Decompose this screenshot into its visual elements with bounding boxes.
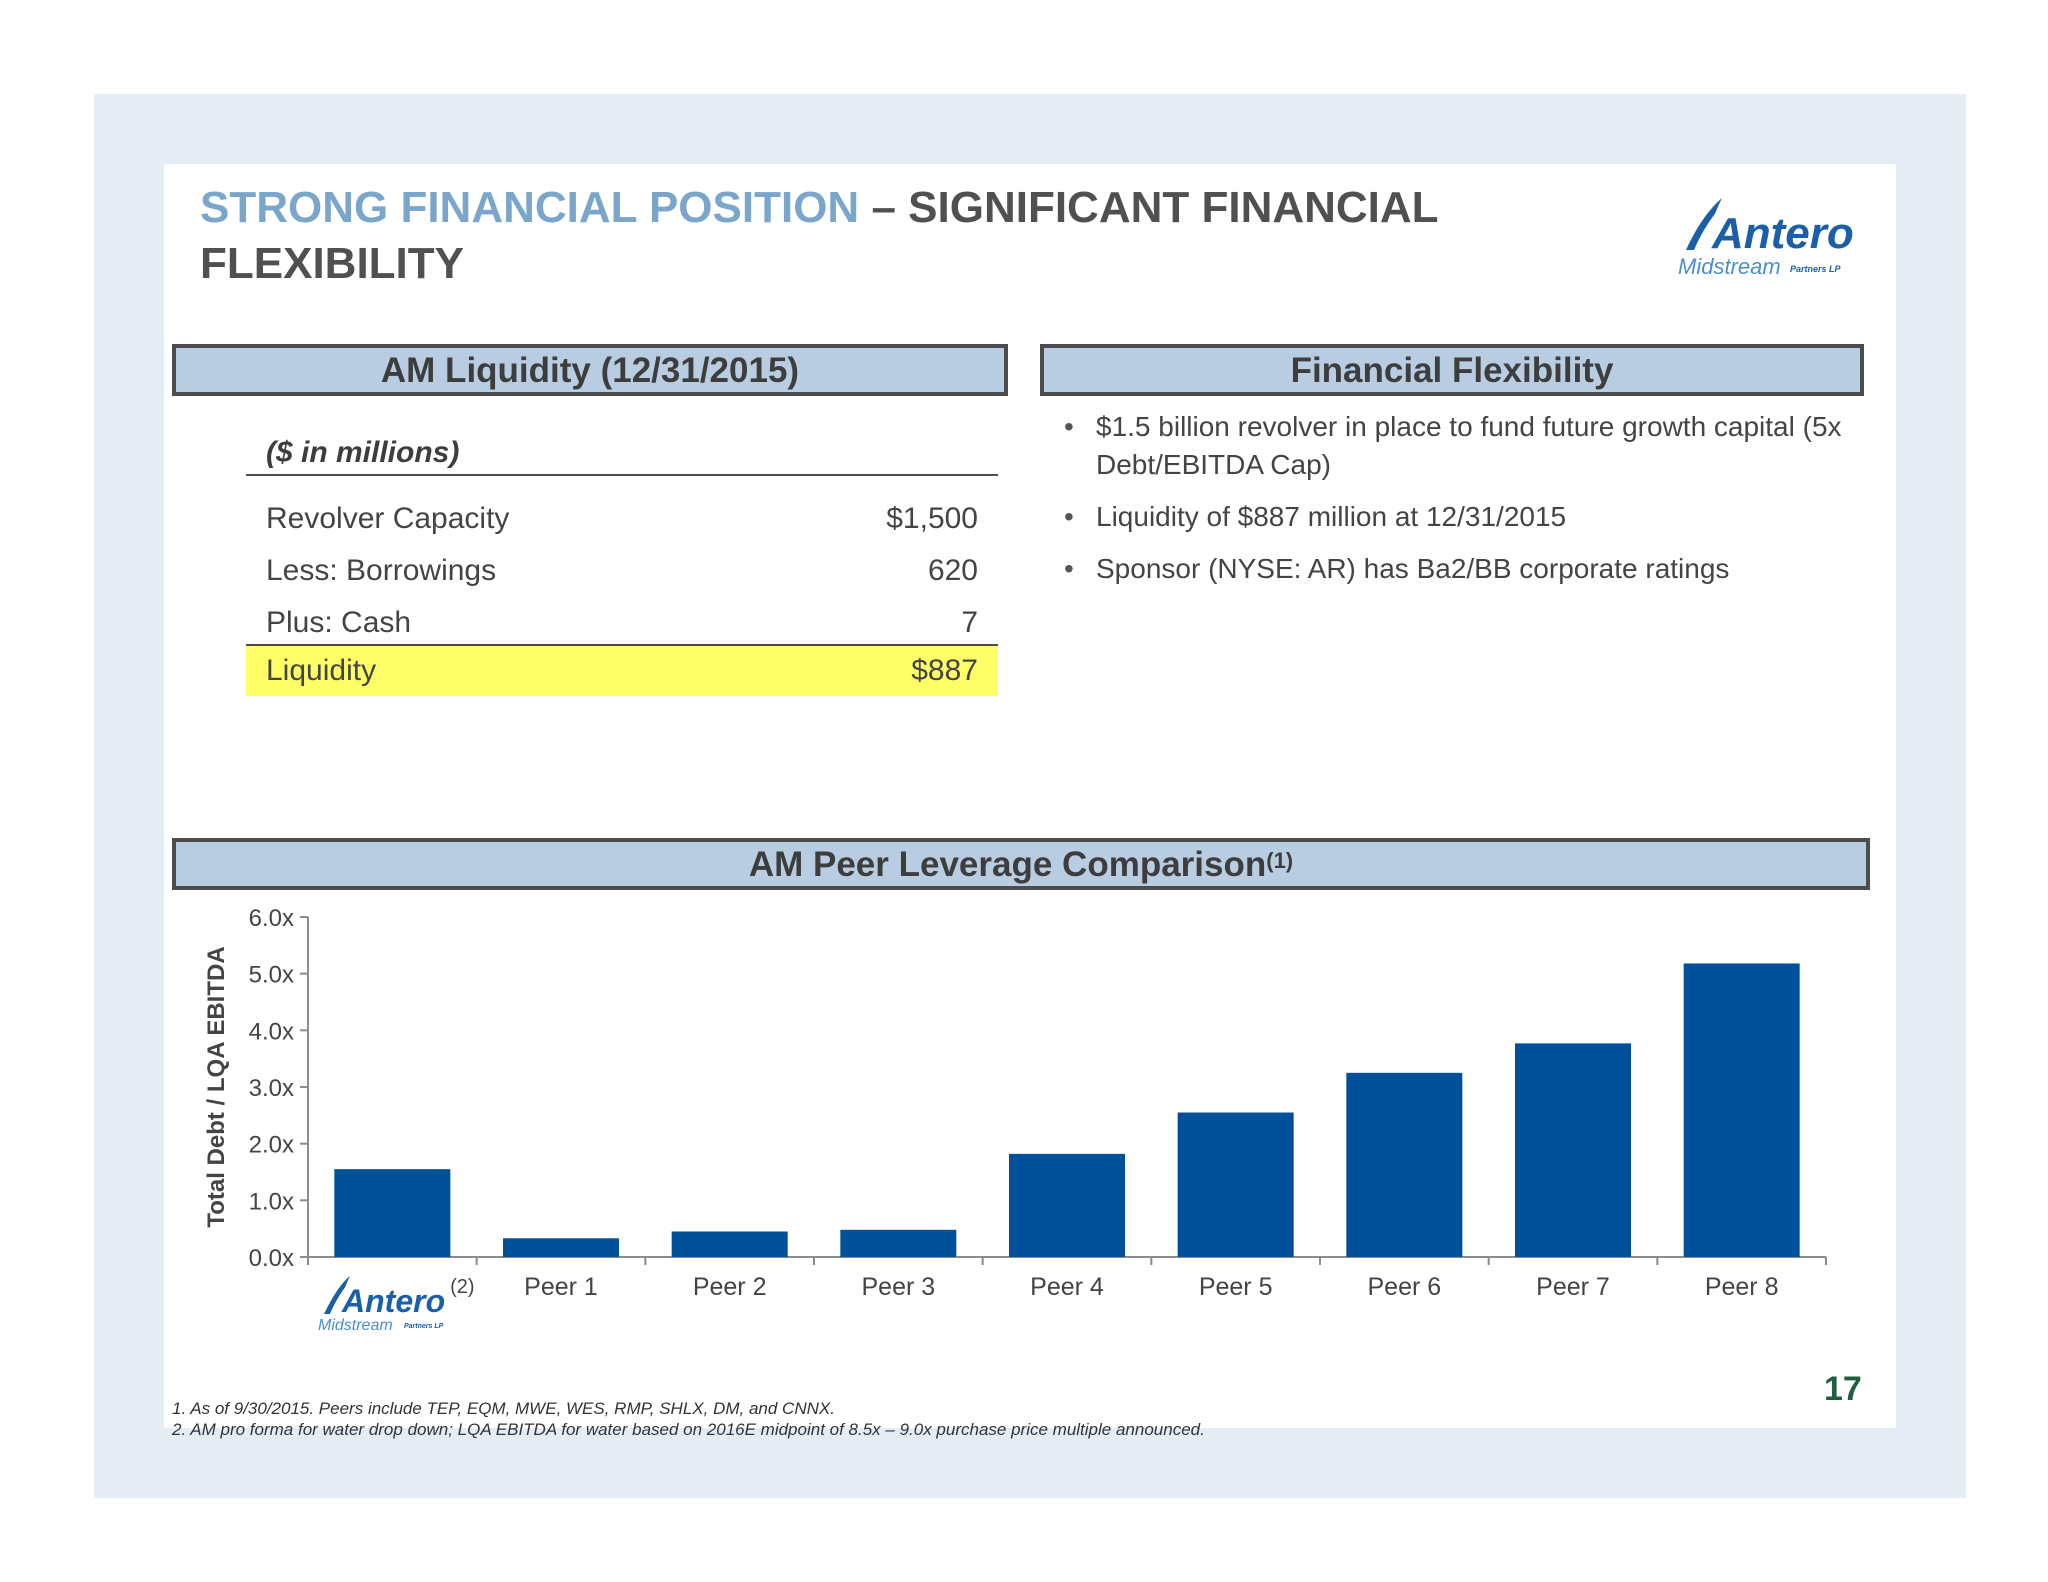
antero-logo: Antero Midstream Partners LP — [1678, 198, 1854, 278]
flexibility-header: Financial Flexibility — [1040, 344, 1864, 396]
bar-antero — [334, 1169, 451, 1257]
page-number: 17 — [1824, 1370, 1862, 1408]
table-row-revolver: Revolver Capacity $1,500 — [246, 494, 998, 544]
footnote-2: 2. AM pro forma for water drop down; LQA… — [172, 1420, 1205, 1439]
bullet-item: Liquidity of $887 million at 12/31/2015 — [1060, 498, 1860, 536]
x-tick-label: Peer 7 — [1536, 1273, 1610, 1301]
table-row-liquidity-total: Liquidity $887 — [246, 646, 998, 696]
row-label: Revolver Capacity — [266, 502, 510, 535]
chart-plot: 0.0x 1.0x 2.0x 3.0x 4.0x 5.0x 6.0x Total Debt /… — [203, 905, 1827, 1301]
y-tick-label: 5.0x — [249, 962, 294, 989]
flexibility-bullets: $1.5 billion revolver in place to fund f… — [1060, 408, 1860, 602]
bar-peer-6 — [1346, 1072, 1463, 1257]
y-axis-title: Total Debt / LQA EBITDA — [203, 946, 230, 1227]
total-value: $887 — [911, 654, 978, 687]
y-tick-label: 1.0x — [249, 1188, 294, 1215]
logo-sub-text: Midstream — [1678, 254, 1781, 278]
table-row-borrowings: Less: Borrowings 620 — [246, 546, 998, 596]
y-tick-label: 6.0x — [249, 905, 294, 932]
comparison-header-sup: (1) — [1266, 848, 1294, 873]
antero-category-note: (2) — [450, 1276, 474, 1298]
table-total-rule — [246, 644, 998, 646]
footnote-1: 1. As of 9/30/2015. Peers include TEP, E… — [172, 1399, 835, 1418]
y-tick-label: 2.0x — [249, 1132, 294, 1159]
bullet-item: $1.5 billion revolver in place to fund f… — [1060, 408, 1860, 484]
y-tick-label: 0.0x — [249, 1245, 294, 1272]
footnotes: 1. As of 9/30/2015. Peers include TEP, E… — [172, 1398, 1205, 1440]
bar-peer-8 — [1683, 963, 1800, 1257]
row-value: $1,500 — [886, 502, 978, 535]
row-value: 620 — [927, 554, 978, 587]
x-tick-label: Peer 3 — [861, 1273, 935, 1301]
comparison-header: AM Peer Leverage Comparison(1) — [172, 838, 1870, 890]
x-tick-label: Peer 2 — [693, 1273, 767, 1301]
small-logo-tag-text: Partners LP — [404, 1323, 444, 1330]
title-accent: STRONG FINANCIAL POSITION — [200, 183, 860, 232]
x-tick-label: Peer 6 — [1367, 1273, 1441, 1301]
liquidity-unit: ($ in millions) — [266, 436, 460, 469]
bar-peer-2 — [671, 1231, 788, 1257]
x-tick-label: Peer 5 — [1199, 1273, 1273, 1301]
bar-peer-5 — [1177, 1112, 1294, 1257]
leverage-bar-chart: 0.0x 1.0x 2.0x 3.0x 4.0x 5.0x 6.0x Total Debt /… — [203, 905, 1827, 1301]
x-tick-label: Peer 1 — [524, 1273, 598, 1301]
liquidity-header: AM Liquidity (12/31/2015) — [172, 344, 1008, 396]
x-tick-label: Peer 4 — [1030, 1273, 1104, 1301]
y-tick-label: 4.0x — [249, 1018, 294, 1045]
row-label: Plus: Cash — [266, 606, 412, 639]
small-logo-sub-text: Midstream — [318, 1317, 393, 1332]
comparison-header-text: AM Peer Leverage Comparison — [748, 845, 1267, 884]
total-label: Liquidity — [266, 654, 377, 687]
logo-tag-text: Partners LP — [1790, 264, 1842, 274]
row-label: Less: Borrowings — [266, 554, 497, 587]
bullet-item: Sponsor (NYSE: AR) has Ba2/BB corporate … — [1060, 550, 1860, 588]
bar-peer-7 — [1515, 1043, 1631, 1257]
y-tick-label: 3.0x — [249, 1075, 294, 1102]
row-value: 7 — [961, 606, 978, 639]
x-tick-label: Peer 8 — [1705, 1273, 1779, 1301]
title-rest: – SIGNIFICANT FINANCIAL FLEXIBILITY — [200, 183, 1438, 288]
bar-peer-4 — [1009, 1153, 1125, 1257]
bar-peer-3 — [840, 1229, 957, 1257]
page-title: STRONG FINANCIAL POSITION – SIGNIFICANT … — [200, 180, 1600, 292]
antero-logo-small: Antero Midstream Partners LP — [318, 1276, 445, 1332]
table-top-rule — [246, 474, 998, 476]
bar-peer-1 — [503, 1238, 619, 1257]
logo-brand-text: Antero — [1711, 209, 1854, 258]
small-logo-brand-text: Antero — [341, 1283, 445, 1319]
table-row-cash: Plus: Cash 7 — [246, 598, 998, 648]
